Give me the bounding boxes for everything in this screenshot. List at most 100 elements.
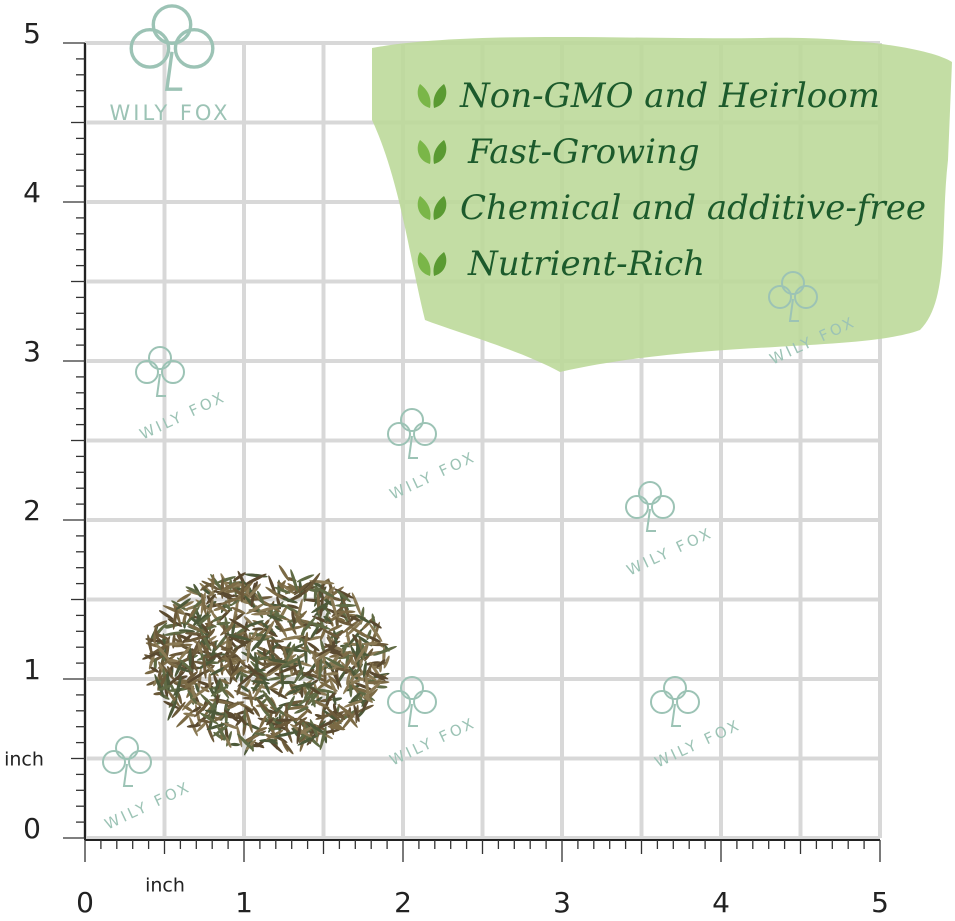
seed bbox=[201, 580, 221, 591]
seed bbox=[286, 687, 302, 695]
seed bbox=[208, 685, 218, 700]
seed bbox=[266, 709, 277, 714]
seed bbox=[208, 699, 233, 705]
leaf bbox=[102, 750, 126, 774]
feature-text: Chemical and additive-free bbox=[460, 188, 926, 228]
seed bbox=[268, 711, 273, 722]
seed bbox=[343, 674, 356, 695]
leaf bbox=[625, 495, 649, 519]
seed bbox=[376, 659, 386, 668]
seed bbox=[345, 618, 364, 638]
seed bbox=[291, 610, 296, 624]
watermark-text: WILY FOX bbox=[624, 524, 716, 580]
seed bbox=[194, 701, 211, 718]
seed bbox=[293, 582, 309, 596]
seed bbox=[167, 698, 178, 721]
seed bbox=[277, 680, 297, 685]
seed bbox=[216, 725, 227, 740]
seed bbox=[349, 679, 361, 685]
leaf bbox=[638, 481, 662, 505]
x-ruler-label: 0 bbox=[76, 886, 94, 919]
seed bbox=[351, 592, 362, 616]
seed bbox=[364, 680, 390, 685]
seed bbox=[163, 700, 180, 709]
seed bbox=[228, 618, 250, 632]
x-ruler-label: 3 bbox=[553, 886, 571, 919]
seed bbox=[317, 719, 337, 729]
seed bbox=[336, 620, 354, 626]
seed bbox=[210, 610, 226, 632]
seed bbox=[244, 620, 264, 628]
x-ruler-label: 2 bbox=[394, 886, 412, 919]
seed bbox=[172, 606, 178, 630]
leaf bbox=[651, 495, 675, 519]
seed bbox=[322, 709, 342, 725]
watermark-logo bbox=[102, 736, 152, 787]
seed bbox=[334, 603, 357, 608]
watermark-text: WILY FOX bbox=[387, 714, 479, 770]
seed bbox=[176, 593, 192, 603]
leaf bbox=[387, 422, 411, 446]
feature-text: Non-GMO and Heirloom bbox=[459, 76, 880, 116]
seed bbox=[337, 610, 356, 614]
leaf-part bbox=[417, 84, 431, 108]
seed bbox=[310, 627, 319, 639]
seed bbox=[293, 610, 304, 627]
seed bbox=[260, 599, 282, 613]
seed bbox=[252, 682, 261, 692]
seed bbox=[286, 604, 300, 609]
seed bbox=[205, 722, 215, 743]
seed bbox=[323, 615, 332, 623]
seed bbox=[155, 633, 169, 640]
seed bbox=[243, 721, 263, 731]
seed bbox=[290, 670, 301, 676]
stem bbox=[670, 703, 681, 727]
seed bbox=[315, 712, 334, 720]
seed bbox=[320, 639, 326, 654]
leaf bbox=[173, 27, 215, 69]
seed bbox=[180, 633, 193, 645]
seed bbox=[352, 633, 359, 643]
seed bbox=[218, 581, 241, 594]
leaf-part bbox=[433, 84, 447, 108]
seed bbox=[293, 666, 305, 684]
leaf bbox=[400, 408, 424, 432]
seed bbox=[184, 632, 205, 636]
seed bbox=[314, 688, 335, 694]
seed bbox=[286, 695, 295, 712]
y-ruler-label: 0 bbox=[23, 812, 41, 845]
seed bbox=[245, 739, 257, 751]
seed bbox=[363, 681, 382, 699]
seed bbox=[278, 564, 290, 582]
seed bbox=[214, 715, 224, 722]
seed bbox=[220, 679, 230, 685]
seed bbox=[224, 689, 235, 699]
seed bbox=[280, 656, 303, 668]
seed bbox=[248, 689, 254, 708]
seed bbox=[259, 738, 278, 743]
seed bbox=[327, 634, 333, 646]
seed bbox=[158, 610, 174, 620]
seed bbox=[279, 625, 305, 632]
seed bbox=[236, 685, 242, 696]
seed bbox=[252, 706, 260, 717]
seed bbox=[257, 590, 264, 605]
seed bbox=[254, 651, 259, 671]
seed bbox=[304, 689, 312, 699]
seed bbox=[287, 590, 308, 603]
watermark-text: WILY FOX bbox=[137, 388, 229, 444]
seed bbox=[204, 709, 224, 716]
seed bbox=[224, 735, 232, 748]
seed bbox=[268, 575, 277, 595]
seed bbox=[183, 712, 197, 717]
unit-label: inch bbox=[145, 875, 185, 897]
x-ruler-label: 4 bbox=[712, 886, 730, 919]
seed bbox=[240, 580, 245, 603]
seed bbox=[290, 682, 316, 689]
seed bbox=[255, 656, 270, 661]
seed bbox=[280, 738, 294, 755]
seed bbox=[346, 673, 351, 686]
seed bbox=[289, 723, 312, 738]
seed bbox=[208, 598, 214, 615]
